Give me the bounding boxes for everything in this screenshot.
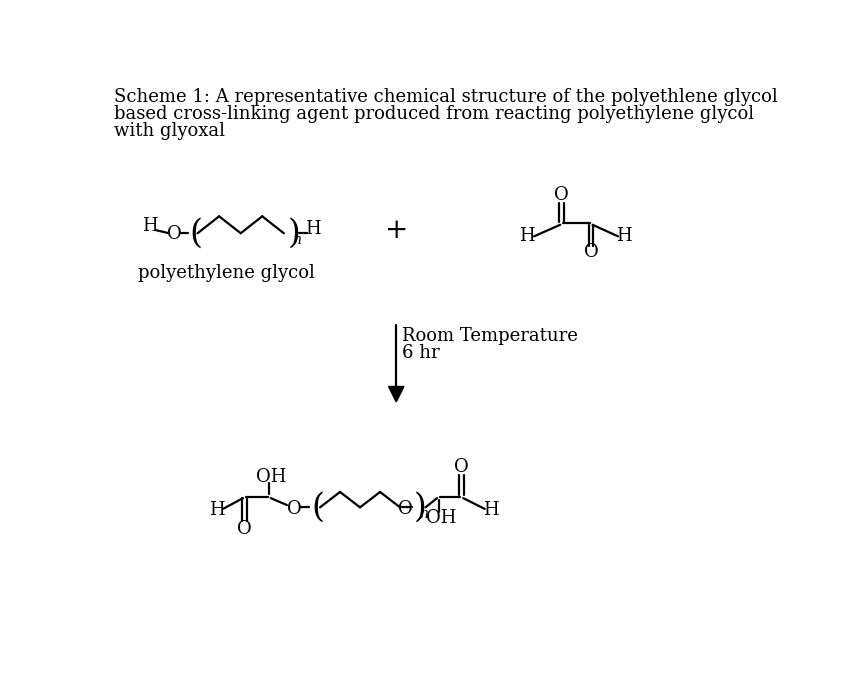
Text: OH: OH <box>426 509 456 527</box>
Text: H: H <box>519 227 535 246</box>
Text: ): ) <box>287 217 301 249</box>
Text: O: O <box>287 500 302 518</box>
Text: O: O <box>237 520 252 538</box>
Text: 6 hr: 6 hr <box>402 344 440 362</box>
Text: +: + <box>384 217 408 244</box>
Text: with glyoxal: with glyoxal <box>114 122 224 141</box>
Text: H: H <box>142 217 158 235</box>
Text: OH: OH <box>255 468 286 486</box>
Text: H: H <box>305 220 321 237</box>
Text: H: H <box>209 501 224 519</box>
Text: Scheme 1: A representative chemical structure of the polyethlene glycol: Scheme 1: A representative chemical stru… <box>114 88 777 106</box>
Text: H: H <box>483 501 499 519</box>
Text: polyethylene glycol: polyethylene glycol <box>138 264 315 282</box>
Text: O: O <box>167 225 182 243</box>
Text: O: O <box>583 243 599 261</box>
Text: n: n <box>419 507 427 521</box>
Text: (: ( <box>312 491 325 523</box>
Text: O: O <box>454 458 469 476</box>
Text: H: H <box>615 227 631 246</box>
Text: O: O <box>555 186 569 204</box>
Text: n: n <box>292 233 301 247</box>
Text: O: O <box>398 500 413 518</box>
Text: (: ( <box>190 217 203 249</box>
Polygon shape <box>389 386 404 402</box>
Text: based cross-linking agent produced from reacting polyethylene glycol: based cross-linking agent produced from … <box>114 106 754 123</box>
Text: Room Temperature: Room Temperature <box>402 327 578 344</box>
Text: ): ) <box>414 491 427 523</box>
